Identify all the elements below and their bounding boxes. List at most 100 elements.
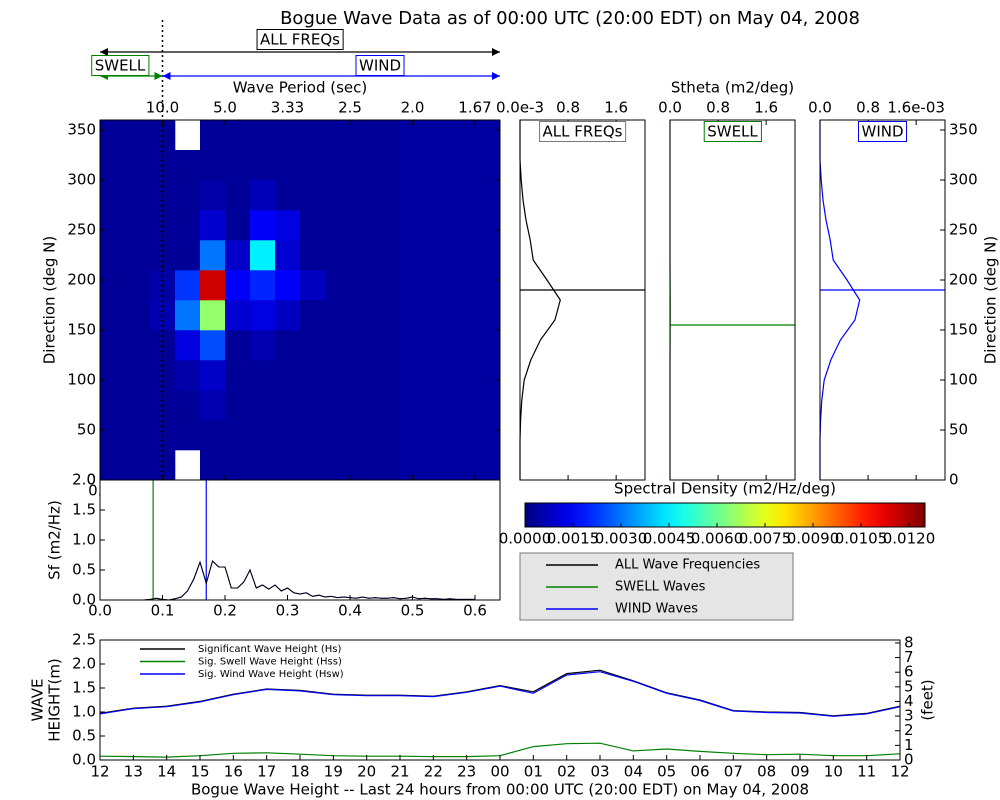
x-tick-label: 21 <box>390 763 409 781</box>
y2-tick-label: 2 <box>904 721 914 739</box>
heat-cell <box>425 360 451 391</box>
heat-cell <box>175 240 201 271</box>
heat-cell <box>250 300 276 331</box>
legend-label: ALL Wave Frequencies <box>615 558 760 573</box>
x2-tick-label: 10.0 <box>146 99 179 117</box>
heat-cell <box>450 330 476 361</box>
heat-cell <box>425 330 451 361</box>
label-box <box>256 29 344 50</box>
x-tick-label: 0.2 <box>213 602 237 620</box>
y-tick-label: 0.5 <box>72 561 96 579</box>
heat-cell <box>400 210 426 241</box>
y-tick-label: 100 <box>67 371 96 389</box>
range-label: WIND <box>359 57 401 75</box>
heat-cell <box>275 360 301 391</box>
panel-label: WIND <box>861 123 903 141</box>
heat-cell <box>275 390 301 421</box>
heat-cell <box>300 450 326 481</box>
heat-cell <box>450 270 476 301</box>
colorbar-tick-label: 0.0015 <box>547 530 600 548</box>
heat-cell <box>325 240 351 271</box>
heat-cell <box>400 150 426 181</box>
x-tick-label: 05 <box>657 763 676 781</box>
y2-tick-label: 1 <box>904 736 914 754</box>
heat-cell <box>275 330 301 361</box>
heat-cell <box>225 300 251 331</box>
heat-cell <box>300 150 326 181</box>
heat-cell <box>325 180 351 211</box>
heat-cell <box>100 210 126 241</box>
heat-cell <box>475 210 501 241</box>
heat-cell <box>400 330 426 361</box>
heat-cell <box>375 420 401 451</box>
x-tick-label: 09 <box>790 763 809 781</box>
y2-tick-label: 0 <box>904 751 914 769</box>
y-tick-label: 1.5 <box>72 501 96 519</box>
heat-cell <box>100 180 126 211</box>
x-tick-label: 0.0 <box>88 602 112 620</box>
heat-cell <box>450 450 476 481</box>
colorbar-tick-label: 0.0105 <box>835 530 888 548</box>
heat-cell <box>400 240 426 271</box>
range-arrow-head <box>162 72 171 80</box>
heat-cell <box>175 390 201 421</box>
heat-cell <box>425 150 451 181</box>
x-tick-label: 02 <box>557 763 576 781</box>
heat-cell <box>325 450 351 481</box>
y-tick-label: 350 <box>949 121 978 139</box>
heat-cell <box>375 270 401 301</box>
heat-cell <box>375 390 401 421</box>
x-tick-label: 20 <box>357 763 376 781</box>
heat-cell <box>225 390 251 421</box>
heat-cell <box>425 450 451 481</box>
x-tick-label: 0.1 <box>151 602 175 620</box>
x-tick-label: 14 <box>157 763 176 781</box>
x-tick-label: 13 <box>124 763 143 781</box>
colorbar-tick-label: 0.0090 <box>787 530 840 548</box>
heat-cell <box>125 330 151 361</box>
heat-cell <box>275 210 301 241</box>
heat-cell <box>425 420 451 451</box>
heat-cell <box>475 300 501 331</box>
heat-cell <box>200 330 226 361</box>
x2-tick-label: 5.0 <box>213 99 237 117</box>
panel-frame <box>669 119 796 481</box>
y2-tick-label: 5 <box>904 677 914 695</box>
heat-cell <box>125 390 151 421</box>
heat-cell <box>200 450 226 481</box>
x-tick-label: 18 <box>290 763 309 781</box>
heat-cell <box>175 420 201 451</box>
heat-cell <box>100 150 126 181</box>
heat-cell <box>475 390 501 421</box>
label-box <box>355 55 405 76</box>
heat-cell <box>200 150 226 181</box>
y2-tick-label: 4 <box>904 692 914 710</box>
heat-cell <box>100 390 126 421</box>
heat-cell <box>425 120 451 151</box>
x2-tick-label: 1.67 <box>458 99 491 117</box>
x-tick-label: 0.0 <box>658 99 682 117</box>
heat-cell <box>100 300 126 331</box>
heat-cell <box>100 330 126 361</box>
heat-cell <box>475 180 501 211</box>
heat-cell <box>175 300 201 331</box>
heat-cell <box>125 120 151 151</box>
x-tick-label: 11 <box>857 763 876 781</box>
heat-cell <box>250 450 276 481</box>
y-axis-label: WAVE <box>29 678 47 721</box>
heat-cell <box>450 300 476 331</box>
colorbar-tick-label: 0.0060 <box>691 530 744 548</box>
heat-cell <box>300 360 326 391</box>
heat-cell <box>350 210 376 241</box>
y-tick-label: 200 <box>949 271 978 289</box>
heat-cell <box>475 150 501 181</box>
y-axis-label: Direction (deg N) <box>982 236 1000 365</box>
x-tick-label: 16 <box>224 763 243 781</box>
heat-cell <box>175 180 201 211</box>
heat-cell <box>250 270 276 301</box>
legend-label: Sig. Wind Wave Height (Hsw) <box>198 669 344 680</box>
heat-cell <box>300 120 326 151</box>
x-tick-label: 22 <box>424 763 443 781</box>
heat-cell <box>250 210 276 241</box>
